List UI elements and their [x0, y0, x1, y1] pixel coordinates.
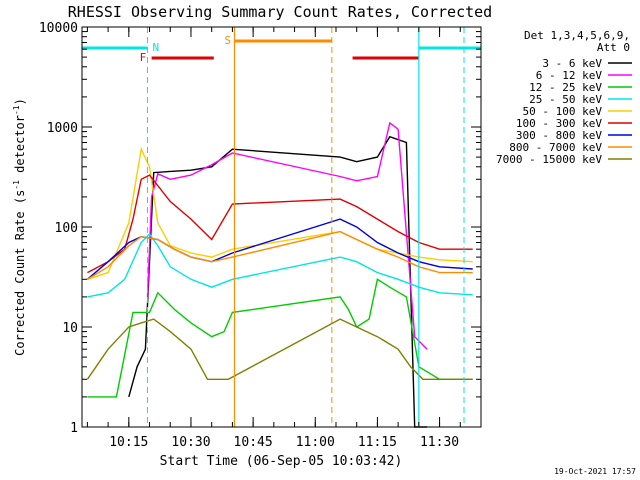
series-line-3: [87, 233, 473, 298]
y-axis-label-end: ): [13, 98, 27, 105]
fast-rate-flag-label: F: [140, 51, 147, 64]
legend-label-6: 300 - 800 keV: [516, 129, 602, 142]
legend-label-4: 50 - 100 keV: [523, 105, 603, 118]
y-tick-label-1: 10: [62, 321, 78, 336]
plot-frame: [81, 26, 482, 428]
plot-area: S NF: [82, 27, 481, 428]
legend-header-line2: Att 0: [597, 41, 630, 54]
y-tick-label-4: 10000: [39, 21, 78, 36]
series-line-6: [86, 218, 473, 280]
x-tick-label-1: 10:30: [171, 435, 210, 450]
legend-header-line1: Det 1,3,4,5,6,9,: [524, 29, 630, 42]
y-axis-label-mid: detector: [13, 115, 27, 180]
series-line-2: [87, 278, 473, 398]
y-axis-label-base: Corrected Count Rate (s: [13, 190, 27, 356]
x-tick-label-2: 10:45: [234, 435, 273, 450]
legend-label-5: 100 - 300 keV: [516, 117, 602, 130]
series-line-7: [87, 230, 473, 280]
series-line-8: [86, 318, 473, 380]
x-tick-label-0: 10:15: [109, 435, 148, 450]
x-tick-label-3: 11:00: [296, 435, 335, 450]
y-tick-label-2: 100: [55, 221, 78, 236]
series-line-4: [87, 146, 473, 280]
legend-label-8: 7000 - 15000 keV: [496, 153, 602, 166]
series-line-1: [146, 121, 428, 350]
y-tick-label-0: 1: [70, 421, 78, 436]
axes: 1 10 100 1000 10000 10:15 10:30 10:45 11:00 11:15…: [39, 21, 482, 450]
x-tick-label-5: 11:30: [420, 435, 459, 450]
y-axis-label: Corrected Count Rate (s-1 detector-1): [12, 98, 27, 356]
legend-label-0: 3 - 6 keV: [542, 57, 602, 70]
x-tick-label-4: 11:15: [358, 435, 397, 450]
x-axis-label: Start Time (06-Sep-05 10:03:42): [160, 454, 403, 469]
timestamp: 19-Oct-2021 17:57: [554, 467, 636, 476]
series-line-5: [87, 174, 473, 274]
night-flag-label: N: [152, 41, 159, 54]
y-axis-label-exp2: -1: [12, 105, 21, 115]
legend-label-2: 12 - 25 keV: [529, 81, 602, 94]
legend-label-7: 800 - 7000 keV: [509, 141, 602, 154]
y-tick-label-3: 1000: [47, 121, 78, 136]
saa-flag-label-0: S: [224, 34, 231, 47]
chart-title: RHESSI Observing Summary Count Rates, Co…: [68, 3, 492, 21]
y-axis-label-exp1: -1: [12, 180, 21, 190]
legend-label-1: 6 - 12 keV: [536, 69, 603, 82]
legend-label-3: 25 - 50 keV: [529, 93, 602, 106]
